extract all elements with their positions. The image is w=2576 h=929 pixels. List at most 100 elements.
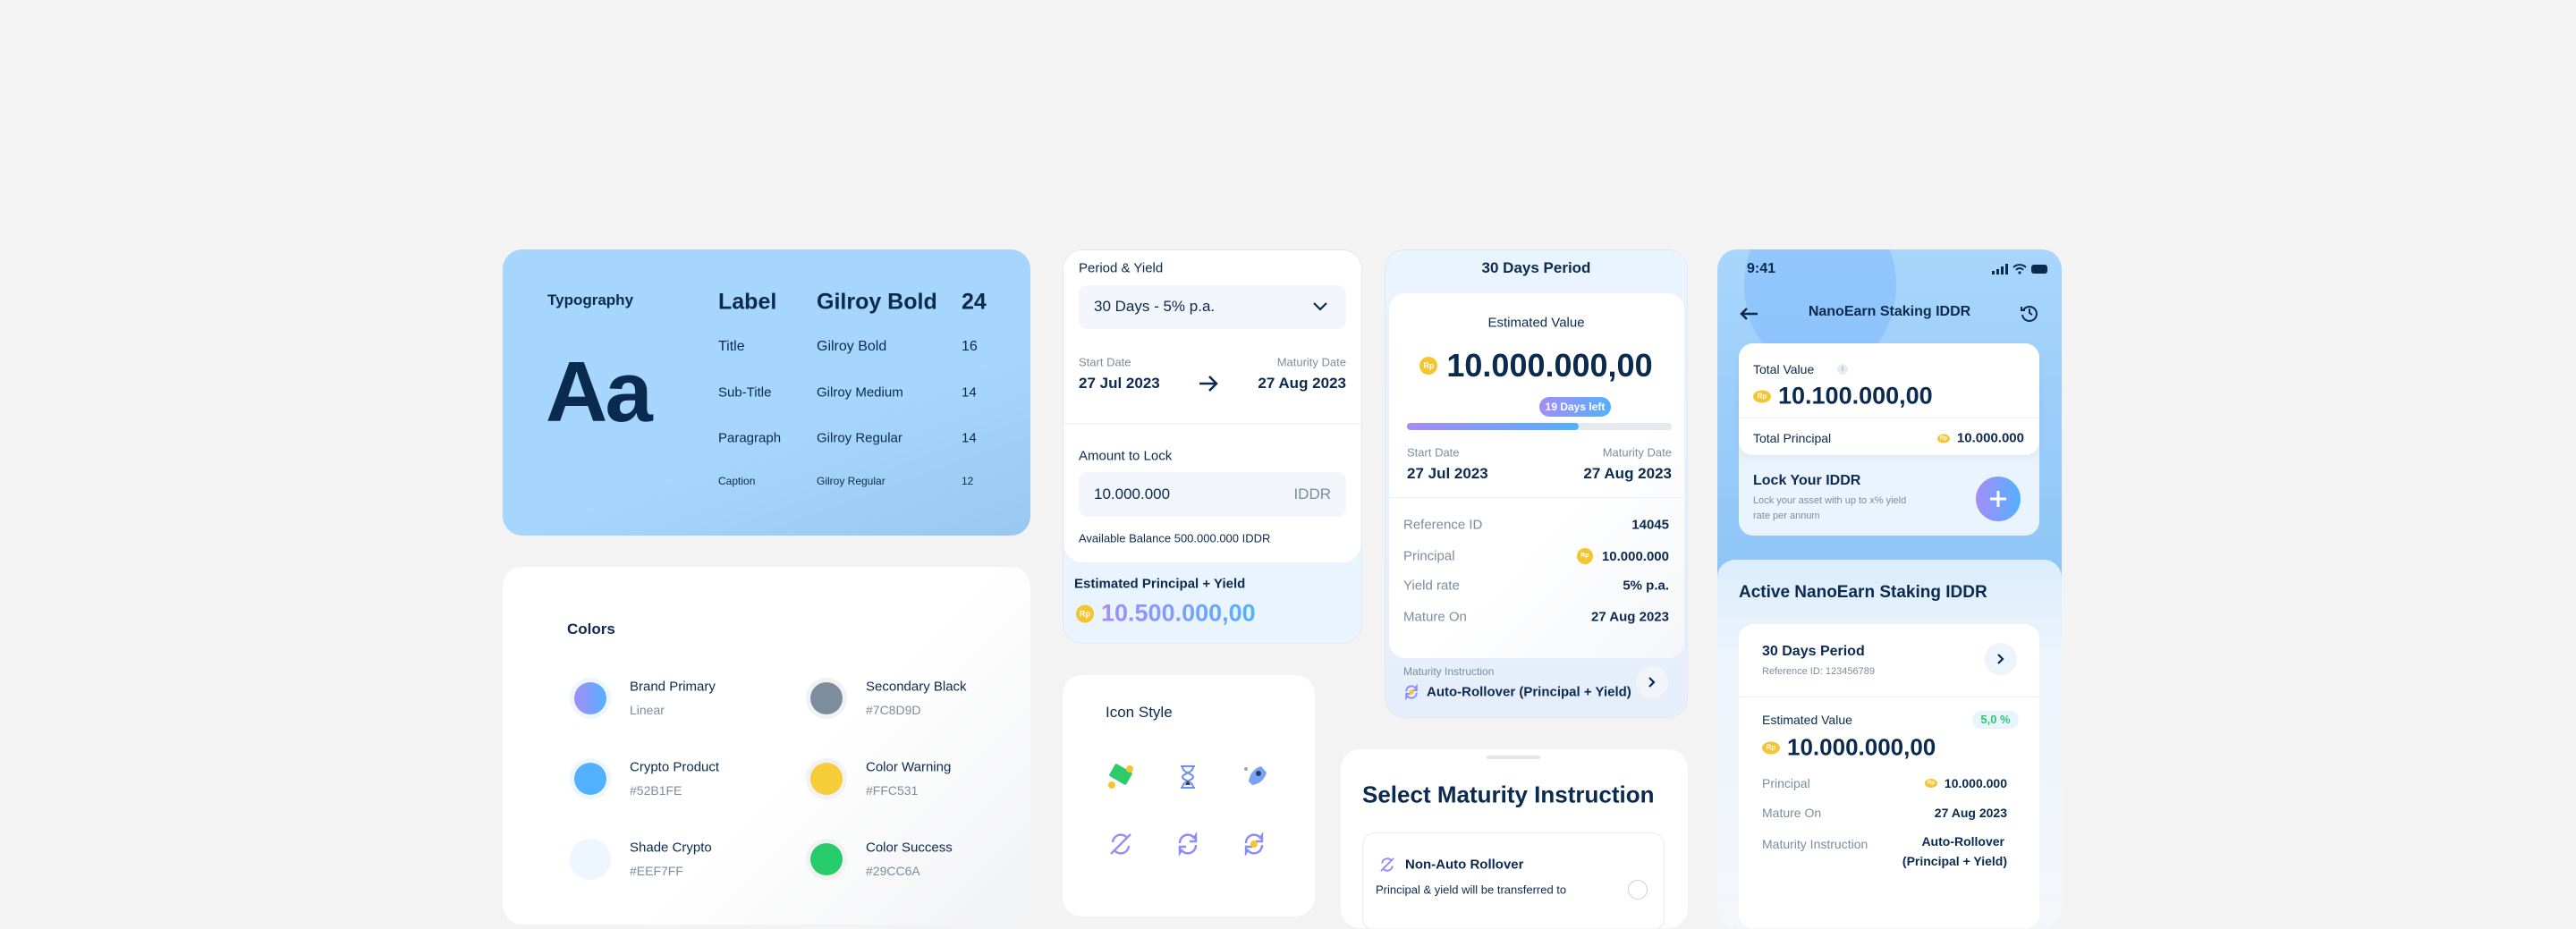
item-est-label: Estimated Value bbox=[1762, 713, 1852, 727]
color-name: Shade Crypto bbox=[630, 840, 712, 856]
estimated-value-label: Estimated Value bbox=[1487, 315, 1585, 331]
detail-row-value: 5% p.a. bbox=[1623, 579, 1669, 594]
item-title: 30 Days Period bbox=[1762, 644, 1865, 659]
color-name: Brand Primary bbox=[630, 679, 716, 695]
detail-row-label: Mature On bbox=[1403, 609, 1467, 625]
color-value: #EEF7FF bbox=[630, 864, 683, 878]
no-rollover-icon bbox=[1380, 857, 1394, 872]
type-font: Gilroy Bold bbox=[817, 289, 937, 315]
detail-row-label: Reference ID bbox=[1403, 517, 1483, 533]
type-font: Gilroy Regular bbox=[817, 430, 902, 446]
item-mature-label: Mature On bbox=[1762, 806, 1822, 820]
item-ref: Reference ID: 123456789 bbox=[1762, 666, 1875, 677]
item-mature: 27 Aug 2023 bbox=[1934, 806, 2007, 820]
maturity-date: 27 Aug 2023 bbox=[1583, 465, 1672, 482]
type-size: 14 bbox=[962, 430, 977, 446]
start-date-label: Start Date bbox=[1407, 445, 1460, 460]
active-staking-card[interactable] bbox=[1739, 624, 2039, 928]
detail-row-label: Principal bbox=[1403, 548, 1455, 564]
item-principal: 10.000.000 bbox=[1944, 776, 2007, 790]
color-swatch bbox=[570, 839, 611, 880]
detail-row-text: 10.000.000 bbox=[1601, 548, 1669, 564]
color-value: #29CC6A bbox=[866, 864, 920, 878]
phone-title: NanoEarn Staking IDDR bbox=[1808, 304, 1971, 319]
sheet-handle[interactable] bbox=[1487, 756, 1540, 759]
maturity-date-label: Maturity Date bbox=[1276, 355, 1346, 369]
item-principal-label: Principal bbox=[1762, 776, 1810, 790]
rupiah-coin-icon: Rp bbox=[1076, 604, 1094, 622]
color-name: Secondary Black bbox=[866, 679, 967, 695]
maturity-date-label: Maturity Date bbox=[1602, 445, 1672, 460]
detail-row-value: Rp 10.000.000 bbox=[1576, 548, 1669, 564]
color-swatch bbox=[806, 758, 847, 799]
type-size: 24 bbox=[962, 289, 987, 315]
detail-row-text: 14045 bbox=[1631, 517, 1669, 533]
arrow-right-icon bbox=[1199, 376, 1218, 392]
lock-desc-2: rate per annum bbox=[1753, 511, 1820, 521]
days-left-badge: 19 Days left bbox=[1539, 397, 1611, 417]
detail-title: 30 Days Period bbox=[1481, 259, 1591, 276]
rocket-icon bbox=[1244, 766, 1267, 785]
typography-card: Typography Aa Label Gilroy Bold 24 Title Gil… bbox=[503, 249, 1030, 536]
period-dropdown[interactable]: 30 Days - 5% p.a. bbox=[1079, 285, 1346, 329]
maturity-instruction-button[interactable] bbox=[1636, 666, 1668, 698]
detail-row-value: 14045 bbox=[1631, 518, 1669, 533]
rupiah-coin-icon: Rp bbox=[1753, 390, 1771, 402]
lock-desc-1: Lock your asset with up to x% yield bbox=[1753, 495, 1907, 506]
sheet-title: Select Maturity Instruction bbox=[1362, 781, 1655, 808]
estimated-value-row: Rp 10.500.000,00 bbox=[1076, 600, 1256, 628]
amount-input[interactable]: 10.000.000 IDDR bbox=[1079, 472, 1346, 517]
start-date: 27 Jul 2023 bbox=[1407, 465, 1488, 482]
color-value: #FFC531 bbox=[866, 783, 919, 798]
estimated-value: 10.500.000,00 bbox=[1101, 599, 1256, 627]
color-swatch bbox=[570, 678, 611, 719]
status-icons bbox=[1992, 264, 2047, 274]
item-instr-2: (Principal + Yield) bbox=[1902, 854, 2007, 868]
estimated-value-row: Rp 10.000.000,00 bbox=[1385, 347, 1687, 384]
active-title: Active NanoEarn Staking IDDR bbox=[1739, 583, 1987, 602]
info-icon[interactable]: i bbox=[1837, 364, 1848, 375]
maturity-instruction-value: Auto-Rollover (Principal + Yield) bbox=[1427, 684, 1631, 700]
detail-row-text: 5% p.a. bbox=[1623, 578, 1669, 594]
item-detail-button[interactable] bbox=[1985, 643, 2017, 675]
rupiah-coin-icon: Rp bbox=[1936, 434, 1950, 443]
item-value: 10.000.000,00 bbox=[1787, 733, 1936, 761]
progress-bar bbox=[1407, 423, 1672, 430]
chevron-down-icon bbox=[1313, 302, 1327, 311]
option-label: Non-Auto Rollover bbox=[1405, 857, 1524, 873]
hourglass-icon bbox=[1181, 765, 1195, 789]
item-instr-label: Maturity Instruction bbox=[1762, 837, 1868, 851]
colors-title: Colors bbox=[567, 621, 615, 638]
amount-label: Amount to Lock bbox=[1079, 448, 1173, 464]
add-lock-button[interactable] bbox=[1976, 477, 2021, 521]
amount-currency: IDDR bbox=[1293, 486, 1331, 503]
rupiah-coin-icon: Rp bbox=[1419, 357, 1438, 375]
maturity-date: 27 Aug 2023 bbox=[1258, 375, 1346, 392]
icon-style-card: Icon Style bbox=[1063, 675, 1315, 916]
item-principal-row: Rp 10.000.000 bbox=[1924, 776, 2007, 790]
color-swatch bbox=[570, 758, 611, 799]
type-font: Gilroy Regular bbox=[817, 475, 886, 487]
rupiah-coin-icon: Rp bbox=[1576, 548, 1593, 564]
option-radio[interactable] bbox=[1628, 880, 1648, 899]
history-icon[interactable] bbox=[2020, 303, 2039, 323]
option-non-auto-rollover[interactable]: Non-Auto Rollover Principal & yield will… bbox=[1362, 832, 1665, 928]
available-balance: Available Balance 500.000.000 IDDR bbox=[1079, 531, 1271, 545]
chevron-right-icon bbox=[1997, 654, 2004, 664]
back-arrow-icon[interactable] bbox=[1739, 307, 1758, 321]
rollover-icon bbox=[1178, 832, 1198, 857]
color-name: Color Warning bbox=[866, 759, 952, 775]
option-description: Principal & yield will be transferred to bbox=[1376, 883, 1567, 897]
estimated-value: 10.000.000,00 bbox=[1446, 347, 1653, 384]
plus-icon bbox=[1990, 491, 2006, 507]
type-size: 16 bbox=[962, 339, 978, 354]
type-font: Gilroy Medium bbox=[817, 384, 903, 401]
color-name: Color Success bbox=[866, 840, 953, 856]
yield-badge: 5,0 % bbox=[1972, 711, 2019, 729]
period-detail-card: 30 Days Period Estimated Value Rp 10.000… bbox=[1385, 249, 1688, 718]
start-date: 27 Jul 2023 bbox=[1079, 375, 1160, 392]
typography-title: Typography bbox=[547, 291, 634, 308]
color-swatch bbox=[806, 678, 847, 719]
color-value: #52B1FE bbox=[630, 783, 682, 798]
total-value-label: Total Value bbox=[1753, 362, 1815, 376]
